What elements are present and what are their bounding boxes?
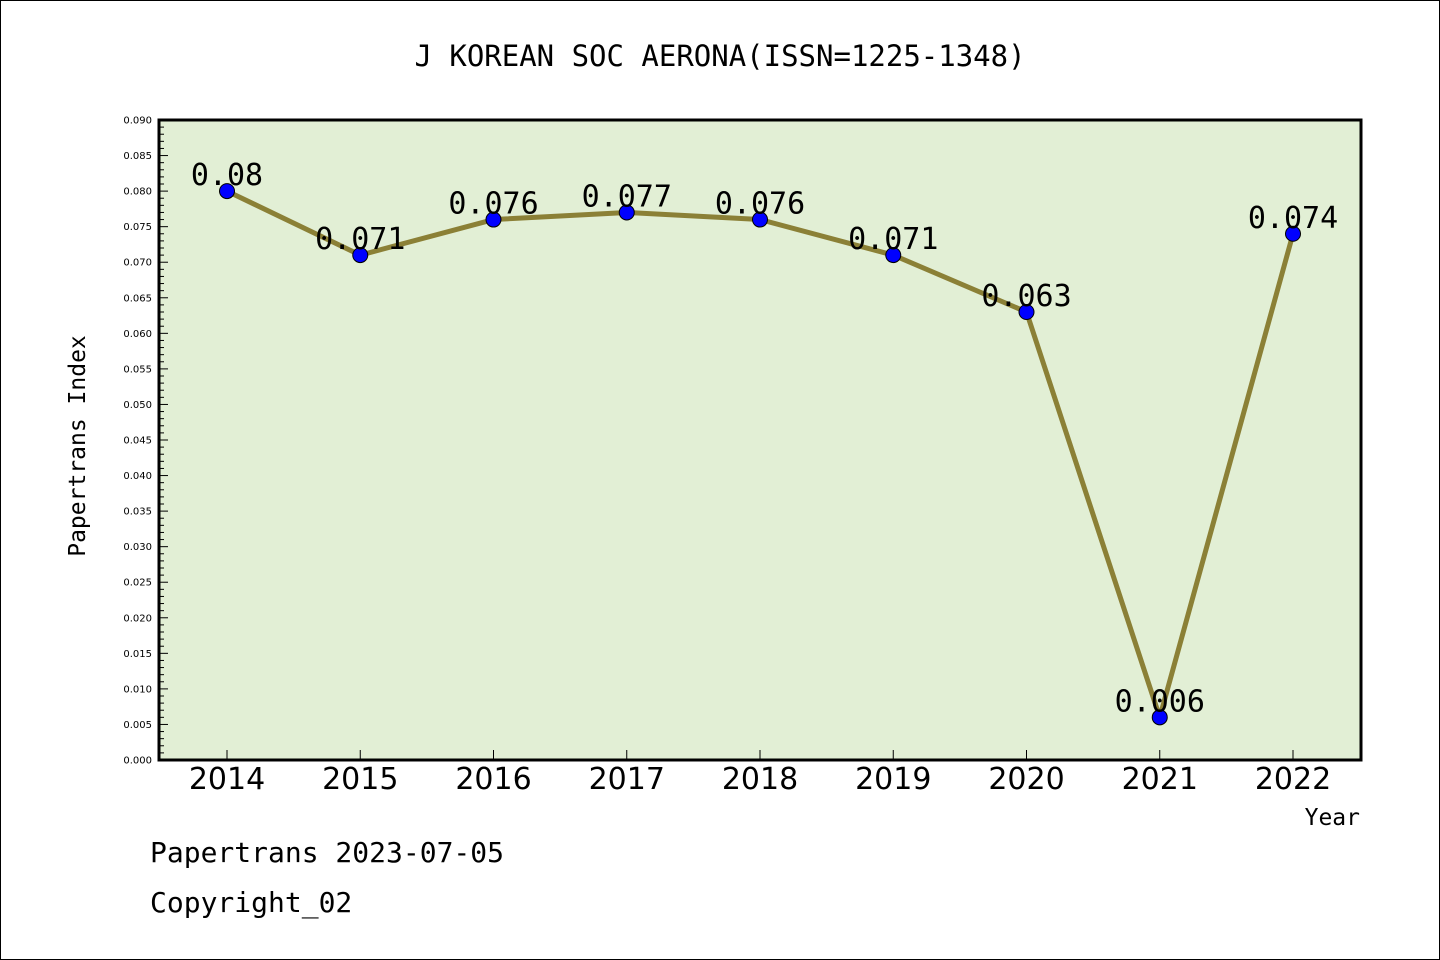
x-tick-label: 2017: [589, 762, 665, 797]
x-tick-label: 2018: [722, 762, 798, 797]
data-label: 0.076: [448, 187, 538, 222]
y-tick-label: 0.080: [123, 187, 152, 198]
data-label: 0.071: [848, 222, 938, 257]
y-tick-label: 0.050: [123, 400, 152, 411]
footer-date-line: Papertrans 2023-07-05: [150, 836, 505, 869]
y-tick-label: 0.065: [123, 293, 152, 304]
y-tick-label: 0.040: [123, 471, 152, 482]
data-label: 0.063: [981, 279, 1071, 314]
data-labels: 0.08 0.071 0.076 0.077 0.076 0.071 0.063 0.006 0…: [191, 158, 1338, 719]
data-point: [1018, 304, 1035, 320]
data-point: [1151, 709, 1168, 726]
data-point: [885, 247, 902, 264]
data-point: [219, 183, 235, 200]
x-axis-label: Year: [1305, 805, 1360, 831]
y-tick-label: 0.005: [123, 720, 152, 731]
x-tick-label: 2014: [189, 762, 265, 797]
y-tick-label: 0.075: [123, 222, 152, 233]
y-tick-label: 0.015: [123, 649, 152, 660]
x-tick-label: 2015: [322, 762, 398, 797]
y-tick-label: 0.090: [123, 116, 152, 127]
x-tick-label: 2020: [988, 762, 1064, 797]
x-tick-label: 2016: [455, 762, 531, 797]
y-tick-label: 0.055: [123, 364, 152, 375]
x-tick-label: 2019: [855, 762, 931, 797]
y-tick-label: 0.025: [123, 578, 152, 589]
data-label: 0.006: [1115, 684, 1205, 719]
data-label: 0.071: [315, 222, 405, 257]
y-tick-label: 0.070: [123, 258, 152, 269]
data-label: 0.076: [715, 187, 805, 222]
y-axis-label: Papertrans Index: [65, 335, 91, 557]
y-tick-label: 0.035: [123, 507, 152, 518]
data-point: [352, 247, 369, 264]
data-label: 0.08: [191, 158, 263, 193]
data-label: 0.074: [1248, 201, 1338, 236]
y-tick-label: 0.085: [123, 151, 152, 162]
chart-title: J KOREAN SOC AERONA(ISSN=1225-1348): [414, 39, 1025, 73]
data-point: [618, 204, 635, 221]
y-tick-label: 0.010: [123, 684, 152, 695]
x-tick-label: 2021: [1122, 762, 1198, 797]
data-label: 0.077: [582, 179, 672, 214]
y-tick-label: 0.030: [123, 542, 152, 553]
data-point: [485, 211, 502, 228]
y-tick-label: 0.000: [123, 756, 152, 767]
y-tick-label: 0.020: [123, 613, 152, 624]
y-tick-label: 0.045: [123, 436, 152, 447]
y-axis: 0.000 0.005 0.010 0.015 0.020 0.025 0.030 0.035…: [123, 116, 168, 767]
y-tick-label: 0.060: [123, 329, 152, 340]
data-markers: [219, 183, 1301, 726]
x-tick-label: 2022: [1255, 762, 1331, 797]
data-point: [752, 211, 768, 228]
footer-copyright-line: Copyright_02: [150, 886, 353, 919]
x-axis: 2014 2015 2016 2017 2018 2019 2020 2021 2022: [189, 750, 1331, 797]
data-point: [1285, 225, 1301, 242]
